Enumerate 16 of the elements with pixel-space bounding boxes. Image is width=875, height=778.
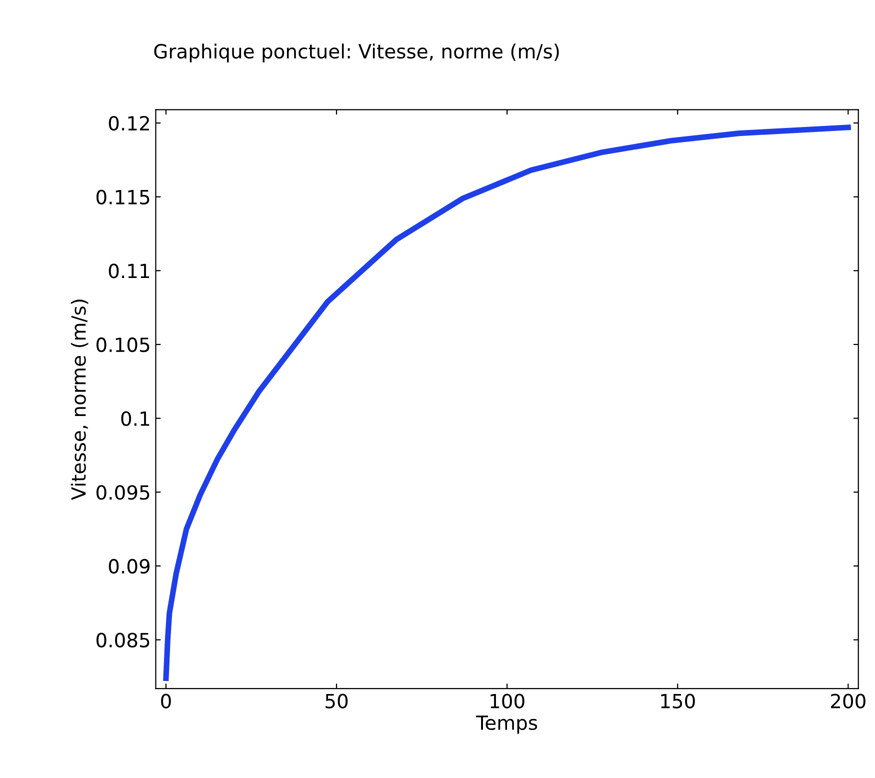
x-tick-label: 50 [326,694,348,708]
chart-title: Graphique ponctuel: Vitesse, norme (m/s) [154,44,559,62]
x-tick-label: 0 [161,694,171,708]
y-axis-title: Vitesse, norme (m/s) [70,300,88,500]
y-tick-label: 0.085 [96,632,150,648]
y-tick-label: 0.11 [108,264,150,278]
y-tick-label: 0.105 [96,337,150,352]
x-tick-label: 100 [490,694,524,708]
y-tick-label: 0.115 [96,190,150,204]
y-tick-label: 0.095 [96,485,150,500]
x-tick-label: 150 [661,694,695,708]
x-axis-title: Temps [476,716,538,734]
x-tick-label: 200 [831,694,866,708]
y-tick-label: 0.09 [108,558,150,574]
y-tick-label: 0.1 [121,411,150,426]
y-tick-label: 0.12 [108,116,149,131]
